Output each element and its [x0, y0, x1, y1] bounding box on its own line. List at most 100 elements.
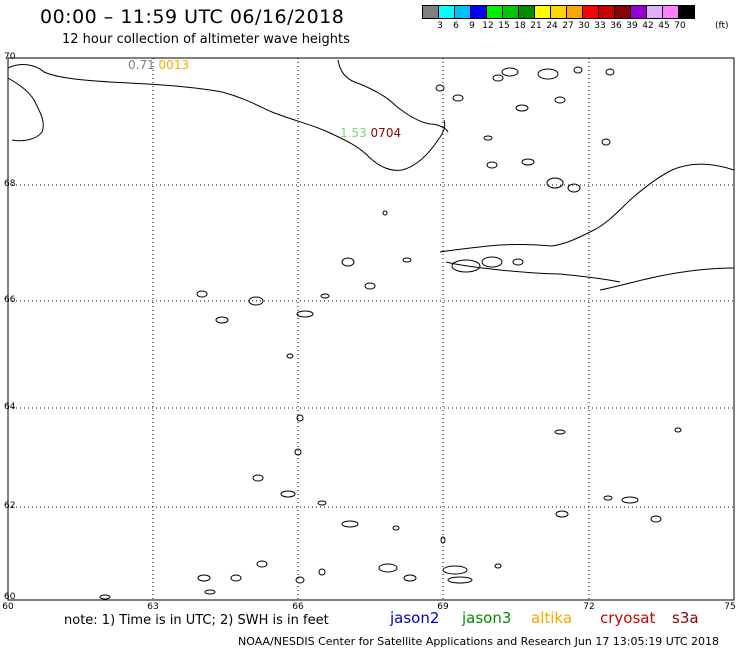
- lake-6: [554, 96, 566, 104]
- map-subtitle: 12 hour collection of altimeter wave hei…: [62, 32, 350, 47]
- lon-label-66: 66: [292, 602, 304, 612]
- lake-15: [601, 138, 611, 146]
- track-label-2-time: 0704: [370, 126, 402, 140]
- north-coast: [7, 64, 446, 171]
- lake-45: [378, 563, 398, 573]
- legend-jason3: jason3: [462, 609, 512, 627]
- lake-21: [248, 296, 264, 306]
- lake-17: [341, 257, 355, 267]
- lake-42: [230, 574, 242, 582]
- track-label-1-time: 0013: [158, 58, 190, 72]
- lake-18: [402, 257, 412, 263]
- coastline: [7, 59, 735, 291]
- lake-5: [515, 104, 529, 112]
- gydan-coast: [439, 163, 735, 253]
- legend-note: note: 1) Time is in UTC; 2) SWH is in fe…: [64, 613, 329, 628]
- color-scale-label: 3: [437, 21, 443, 31]
- lake-43: [295, 576, 305, 584]
- lake-31: [341, 520, 359, 528]
- color-scale-label: 12: [482, 21, 494, 31]
- east-coast: [599, 267, 735, 291]
- color-scale-label: 45: [658, 21, 670, 31]
- track-label-1-prefix: 0.71: [128, 58, 155, 72]
- lake-48: [447, 576, 473, 584]
- lake-51: [204, 589, 216, 595]
- color-scale-label: 24: [546, 21, 558, 31]
- lake-20: [320, 293, 330, 299]
- graticule: [8, 58, 734, 600]
- west-peninsula: [7, 77, 44, 142]
- color-scale-cell: [678, 5, 695, 19]
- lake-36: [621, 496, 639, 504]
- color-scale-labels: (ft) 3 6 9 12 15 18 21 24 27 30 33 36 39 42 45 70: [422, 21, 740, 33]
- color-scale-label: 70: [674, 21, 686, 31]
- lake-19: [364, 282, 376, 290]
- legend-s3a: s3a: [672, 609, 699, 627]
- lake-52: [451, 259, 481, 273]
- color-scale-bar: [422, 5, 695, 19]
- lake-38: [555, 510, 569, 518]
- color-scale-label: 27: [562, 21, 574, 31]
- lake-46: [403, 574, 417, 582]
- lake-34: [554, 429, 566, 435]
- lake-32: [392, 525, 400, 531]
- lake-25: [286, 353, 294, 359]
- color-scale-label: 42: [642, 21, 654, 31]
- yamal-coast: [337, 59, 449, 133]
- map-title: 00:00 – 11:59 UTC 06/16/2018: [40, 6, 345, 28]
- lake-13: [546, 177, 564, 189]
- taz-coast: [445, 261, 621, 283]
- lat-label-66: 66: [4, 295, 16, 305]
- lon-label-69: 69: [437, 602, 449, 612]
- lake-4: [452, 94, 464, 102]
- lake-44: [318, 568, 326, 576]
- lake-12: [521, 158, 535, 166]
- color-scale-label: 39: [626, 21, 638, 31]
- color-scale-label: 18: [514, 21, 526, 31]
- lake-1: [501, 67, 519, 77]
- lake-2: [537, 68, 559, 80]
- track-label-2: 1.53 0704: [340, 126, 401, 140]
- color-scale-label: 15: [498, 21, 510, 31]
- footer-credit: NOAA/NESDIS Center for Satellite Applica…: [238, 635, 720, 648]
- color-scale-label: 6: [453, 21, 459, 31]
- lake-50: [99, 594, 111, 600]
- color-scale-label: 9: [469, 21, 475, 31]
- lat-label-64: 64: [4, 402, 16, 412]
- lon-label-75: 75: [724, 602, 736, 612]
- lake-54: [512, 258, 524, 266]
- lake-28: [252, 474, 264, 482]
- lake-7: [573, 66, 583, 74]
- lon-label-60: 60: [2, 602, 14, 612]
- lakes-and-islands: [99, 66, 682, 600]
- lake-22: [196, 290, 208, 298]
- lake-33: [440, 536, 446, 544]
- track-label-1: 0.71 0013: [128, 58, 189, 72]
- lake-14: [567, 183, 581, 193]
- color-scale-label: 36: [610, 21, 622, 31]
- lake-29: [280, 490, 296, 498]
- lake-30: [317, 500, 327, 506]
- color-scale-label: 30: [578, 21, 590, 31]
- lake-37: [650, 515, 662, 523]
- legend-altika: altika: [531, 609, 573, 627]
- lat-label-62: 62: [4, 501, 16, 511]
- legend-jason2: jason2: [390, 609, 440, 627]
- lake-24: [296, 310, 314, 318]
- lake-35: [674, 427, 682, 433]
- lake-53: [481, 256, 503, 268]
- lake-39: [603, 495, 613, 501]
- lat-label-60: 60: [4, 592, 16, 602]
- color-scale-label: 33: [594, 21, 606, 31]
- lake-9: [435, 84, 445, 92]
- track-label-2-prefix: 1.53: [340, 126, 367, 140]
- lake-26: [296, 414, 304, 422]
- lake-11: [486, 161, 498, 169]
- lake-23: [215, 316, 229, 324]
- lake-47: [442, 565, 468, 575]
- lake-16: [382, 210, 388, 216]
- lon-label-72: 72: [583, 602, 595, 612]
- map-frame: [7, 57, 735, 601]
- color-scale-label: 21: [530, 21, 542, 31]
